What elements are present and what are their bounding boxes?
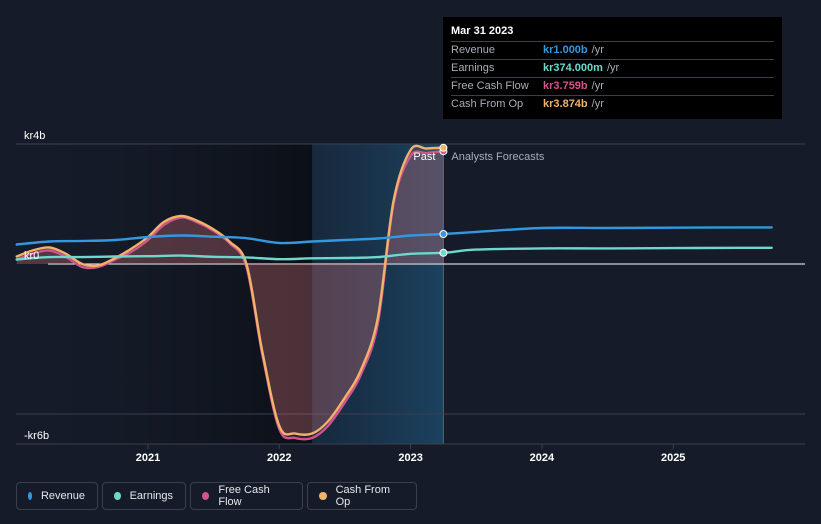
- tooltip-row-revenue: Revenue kr1.000b /yr: [451, 42, 774, 60]
- tooltip-value: kr3.874b: [543, 98, 588, 110]
- cash-from-op-dot-icon: [319, 492, 327, 500]
- tooltip-row-cash-from-op: Cash From Op kr3.874b /yr: [451, 96, 774, 113]
- tooltip-unit: /yr: [591, 44, 604, 56]
- series-line-revenue: [15, 226, 773, 246]
- y-axis-label: -kr6b: [24, 430, 49, 442]
- legend-item-free-cash-flow[interactable]: Free Cash Flow: [190, 482, 303, 510]
- forecast-label: Analysts Forecasts: [451, 151, 544, 163]
- tooltip-unit: /yr: [591, 80, 604, 92]
- legend-label: Free Cash Flow: [218, 484, 270, 508]
- legend: Revenue Earnings Free Cash Flow Cash Fro…: [16, 482, 421, 510]
- series-line-earnings: [15, 246, 773, 261]
- x-tick-label: 2022: [267, 452, 291, 464]
- y-axis-label: kr4b: [24, 130, 45, 142]
- past-label: Past: [413, 151, 435, 163]
- marker-earnings: [439, 248, 448, 257]
- revenue-dot-icon: [28, 492, 32, 500]
- tooltip-unit: /yr: [606, 62, 620, 74]
- tooltip-label: Earnings: [451, 62, 495, 74]
- legend-label: Cash From Op: [335, 484, 390, 508]
- tooltip-row-free-cash-flow: Free Cash Flow kr3.759b /yr: [451, 78, 774, 96]
- marker-revenue: [439, 230, 448, 238]
- series-line-free-cash-flow: [15, 150, 445, 441]
- tooltip-value: kr374.000m: [543, 62, 603, 74]
- highlight-region: [312, 144, 444, 444]
- series-area-cash-from-op: [16, 145, 444, 435]
- x-tick-label: 2024: [530, 452, 555, 464]
- tooltip: Mar 31 2023 Revenue kr1.000b /yr Earning…: [443, 17, 782, 119]
- tooltip-value: kr3.759b: [543, 80, 588, 92]
- marker-cash-from-op: [439, 143, 448, 152]
- x-tick-label: 2025: [661, 452, 685, 464]
- x-tick-label: 2021: [136, 452, 160, 464]
- tooltip-date: Mar 31 2023: [451, 24, 774, 42]
- tooltip-label: Cash From Op: [451, 98, 524, 110]
- tooltip-label: Revenue: [451, 44, 496, 56]
- free-cash-flow-dot-icon: [202, 492, 210, 500]
- earnings-dot-icon: [114, 492, 121, 500]
- tooltip-value: kr1.000b: [543, 44, 588, 56]
- past-region: [16, 144, 313, 444]
- tooltip-row-earnings: Earnings kr374.000m /yr: [451, 60, 774, 78]
- financial-chart: kr4b kr0 -kr6b 2021 2022 2023 2024 2025 Past Anal…: [15, 130, 805, 464]
- tooltip-label: Free Cash Flow: [451, 80, 529, 92]
- legend-label: Earnings: [129, 490, 173, 502]
- series-line-cash-from-op: [15, 144, 445, 436]
- legend-item-revenue[interactable]: Revenue: [16, 482, 98, 510]
- series-area-free-cash-flow: [16, 151, 444, 440]
- legend-item-cash-from-op[interactable]: Cash From Op: [307, 482, 417, 510]
- y-axis-label: kr0: [24, 250, 39, 262]
- legend-item-earnings[interactable]: Earnings: [102, 482, 186, 510]
- x-tick-label: 2023: [398, 452, 422, 464]
- legend-label: Revenue: [40, 490, 85, 502]
- tooltip-unit: /yr: [591, 98, 604, 110]
